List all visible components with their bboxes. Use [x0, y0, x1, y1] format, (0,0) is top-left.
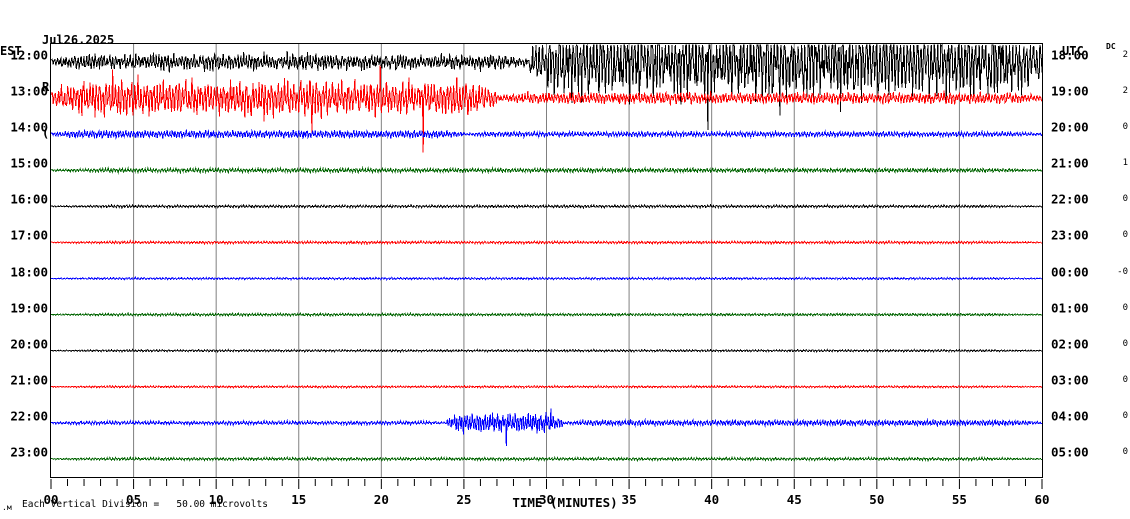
seismogram-traces	[51, 44, 1042, 477]
x-axis-ticks	[50, 479, 1043, 489]
trace-1400	[51, 129, 1042, 140]
row-label-utc-1900: 19:00	[1051, 83, 1089, 99]
x-tick-label-00: 00	[43, 492, 59, 507]
trace-1300	[51, 65, 1042, 153]
x-tick-label-20: 20	[373, 492, 389, 507]
row-dc-value-9: 0	[1122, 374, 1128, 385]
row-label-est-1800: 18:00	[10, 264, 48, 280]
x-tick-label-40: 40	[704, 492, 720, 507]
row-dc-value-6: -0	[1117, 266, 1128, 277]
row-label-utc-2000: 20:00	[1051, 119, 1089, 135]
x-tick-label-15: 15	[291, 492, 307, 507]
plot-frame	[50, 43, 1043, 478]
row-label-utc-0000: 00:00	[1051, 264, 1089, 280]
x-axis: 00 05 10 15 20 25 30 35 40 45 50 55 60	[43, 478, 1050, 507]
row-label-utc-2200: 22:00	[1051, 191, 1089, 207]
trace-1500	[51, 165, 1042, 175]
trace-1600	[51, 203, 1042, 210]
row-dc-value-4: 0	[1122, 194, 1128, 205]
row-dc-value-3: 1	[1122, 158, 1128, 169]
trace-2100	[51, 384, 1042, 390]
row-dc-value-11: 0	[1122, 446, 1128, 457]
corner-glyph: .м	[2, 503, 12, 512]
row-label-est-1600: 16:00	[10, 191, 48, 207]
row-label-utc-2300: 23:00	[1051, 227, 1089, 243]
dc-column-header: DC	[1106, 42, 1116, 51]
left-axis-name: EST	[0, 44, 22, 58]
x-tick-label-50: 50	[869, 492, 885, 507]
row-label-utc-2100: 21:00	[1051, 155, 1089, 171]
row-dc-value-8: 0	[1122, 338, 1128, 349]
row-label-est-2300: 23:00	[10, 444, 48, 460]
x-tick-label-30: 30	[538, 492, 555, 507]
row-dc-value-7: 0	[1122, 302, 1128, 313]
row-label-est-2200: 22:00	[10, 408, 48, 424]
trace-2200	[51, 408, 1042, 446]
trace-1900	[51, 311, 1042, 318]
x-tick-label-35: 35	[621, 492, 637, 507]
x-axis-title: TIME (MINUTES)	[512, 495, 618, 510]
trace-2300	[51, 455, 1042, 463]
row-label-est-1200: 12:00	[10, 47, 48, 63]
row-label-utc-0300: 03:00	[1051, 372, 1089, 388]
row-label-est-2000: 20:00	[10, 336, 48, 352]
row-label-est-1700: 17:00	[10, 227, 48, 243]
x-tick-label-55: 55	[951, 492, 967, 507]
trace-1800	[51, 276, 1042, 281]
trace-1700	[51, 239, 1042, 246]
row-label-est-1300: 13:00	[10, 83, 48, 99]
row-dc-value-2: 0	[1122, 122, 1128, 133]
row-label-utc-0100: 01:00	[1051, 300, 1089, 316]
x-tick-label-05: 05	[126, 492, 142, 507]
row-label-est-2100: 21:00	[10, 372, 48, 388]
scale-note: Each Vertical Division = 50.00 microvolt…	[22, 499, 268, 510]
trace-2000	[51, 348, 1042, 354]
right-axis-name: UTC	[1062, 44, 1084, 58]
row-label-utc-0400: 04:00	[1051, 408, 1089, 424]
row-label-utc-0200: 02:00	[1051, 336, 1089, 352]
row-dc-value-1: 2	[1122, 86, 1128, 97]
x-tick-label-10: 10	[208, 492, 224, 507]
row-dc-value-0: 2	[1122, 50, 1128, 61]
row-label-utc-0500: 05:00	[1051, 444, 1089, 460]
x-tick-label-45: 45	[786, 492, 802, 507]
row-label-utc-1800: 18:00	[1051, 47, 1089, 63]
trace-1200	[51, 44, 1042, 130]
x-tick-label-60: 60	[1034, 492, 1050, 507]
row-dc-value-10: 0	[1122, 410, 1128, 421]
row-label-est-1900: 19:00	[10, 300, 48, 316]
row-label-est-1500: 15:00	[10, 155, 48, 171]
row-dc-value-5: 0	[1122, 230, 1128, 241]
row-label-est-1400: 14:00	[10, 119, 48, 135]
x-tick-label-25: 25	[456, 492, 472, 507]
